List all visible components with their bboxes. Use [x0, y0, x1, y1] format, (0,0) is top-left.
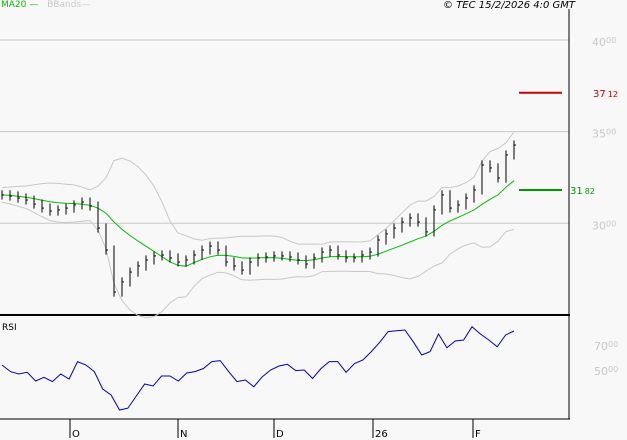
bollinger-lower — [1, 201, 515, 319]
rsi-tick-label: 5000 — [594, 365, 618, 378]
x-tick-label: 26 — [375, 429, 388, 440]
rsi-title: RSI — [2, 323, 17, 333]
y-tick-label: 3000 — [592, 219, 616, 232]
copyright-timestamp: © TEC 15/2/2026 4:0 GMT — [443, 0, 575, 11]
x-tick-label: D — [276, 429, 284, 440]
support-level-label: 31 82 — [570, 186, 595, 197]
y-tick-sup: 00 — [606, 219, 616, 228]
level-label-sub: 12 — [608, 90, 618, 99]
level-label-sub: 82 — [585, 187, 595, 196]
y-tick-sup: 00 — [606, 36, 616, 45]
legend: MA20 — BBands— — [1, 0, 90, 10]
rsi-tick-label: 7000 — [594, 340, 618, 353]
x-tick-label: F — [475, 429, 481, 440]
rsi-line — [1, 326, 515, 411]
x-tick-label: O — [72, 429, 80, 440]
target-level-label: 37 12 — [593, 89, 618, 100]
bollinger-upper — [1, 131, 515, 245]
x-tick-label: N — [180, 429, 187, 440]
rsi-tick-sup: 00 — [608, 340, 618, 349]
y-tick-label: 4000 — [592, 36, 616, 49]
legend-ma20: MA20 — — [1, 0, 39, 10]
y-tick-label: 3500 — [592, 128, 616, 141]
rsi-tick-sup: 00 — [608, 365, 618, 374]
legend-bbands: BBands— — [47, 0, 91, 10]
y-tick-sup: 00 — [606, 128, 616, 137]
